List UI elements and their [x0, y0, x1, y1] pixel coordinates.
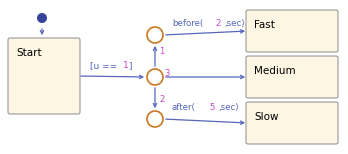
Circle shape — [37, 13, 47, 23]
Text: 3: 3 — [164, 69, 169, 77]
Text: 2: 2 — [159, 95, 164, 105]
Text: Medium: Medium — [254, 66, 295, 76]
Circle shape — [147, 27, 163, 43]
Text: Fast: Fast — [254, 20, 275, 30]
Text: ,sec): ,sec) — [218, 103, 238, 112]
Circle shape — [147, 69, 163, 85]
Circle shape — [147, 111, 163, 127]
Text: [u ==: [u == — [90, 61, 120, 70]
Text: before(: before( — [172, 19, 203, 28]
FancyBboxPatch shape — [246, 102, 338, 144]
Text: Start: Start — [16, 48, 42, 58]
FancyBboxPatch shape — [8, 38, 80, 114]
Text: 1: 1 — [159, 47, 164, 57]
Text: ]: ] — [128, 61, 132, 70]
Text: 2: 2 — [215, 19, 221, 28]
Text: after(: after( — [172, 103, 196, 112]
Text: ,sec): ,sec) — [224, 19, 245, 28]
Text: 1: 1 — [123, 61, 129, 70]
Text: Slow: Slow — [254, 112, 278, 122]
FancyBboxPatch shape — [246, 56, 338, 98]
FancyBboxPatch shape — [246, 10, 338, 52]
Text: 5: 5 — [209, 103, 214, 112]
